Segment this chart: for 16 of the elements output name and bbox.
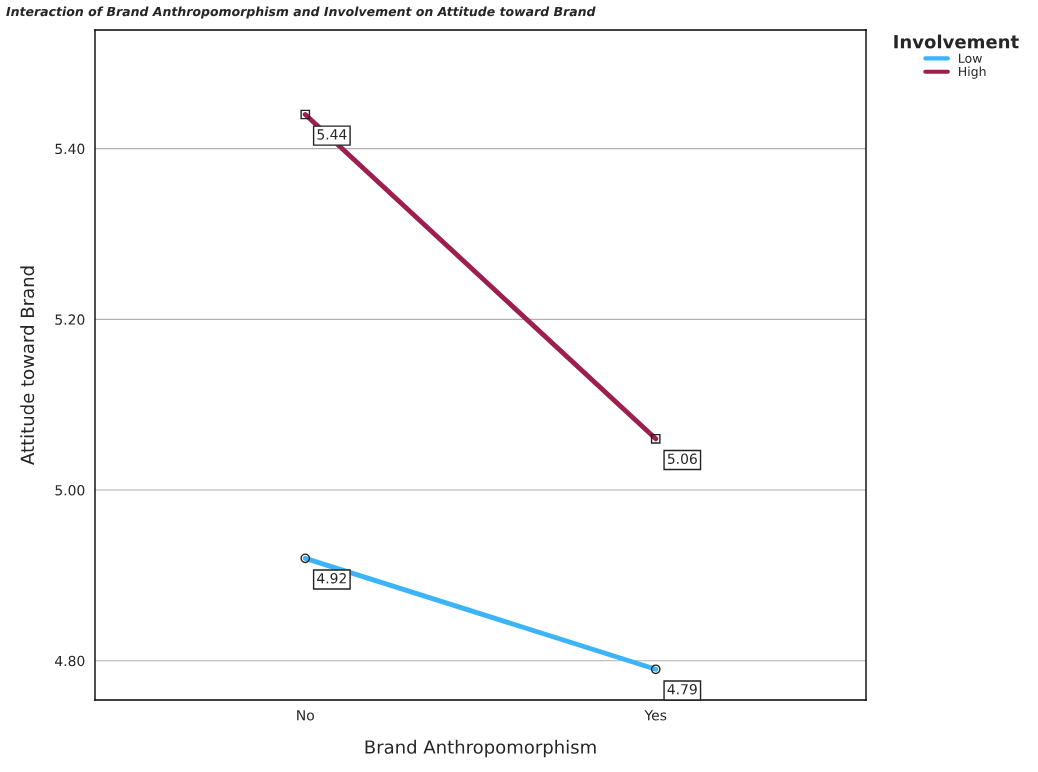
chart-title: Interaction of Brand Anthropomorphism and Involvement on Attitude toward Brand [6,6,596,19]
legend-label: High [959,66,986,79]
x-tick-label: Yes [644,710,667,721]
x-tick-label: No [297,710,314,721]
y-tick-label: 5.00 [55,485,85,496]
y-tick-label: 4.80 [55,655,85,667]
data-label: 5.06 [667,453,697,465]
y-axis-title: Attitude toward Brand [20,266,35,465]
y-tick-label: 5.40 [55,143,85,155]
legend-title: Involvement [894,34,1019,49]
data-label: 4.92 [317,573,346,584]
data-label: 5.44 [317,129,347,140]
y-tick-label: 5.20 [55,314,85,325]
x-axis-title: Brand Anthropomorphism [365,739,596,758]
legend-label: Low [959,53,982,63]
data-label: 4.79 [667,683,697,695]
